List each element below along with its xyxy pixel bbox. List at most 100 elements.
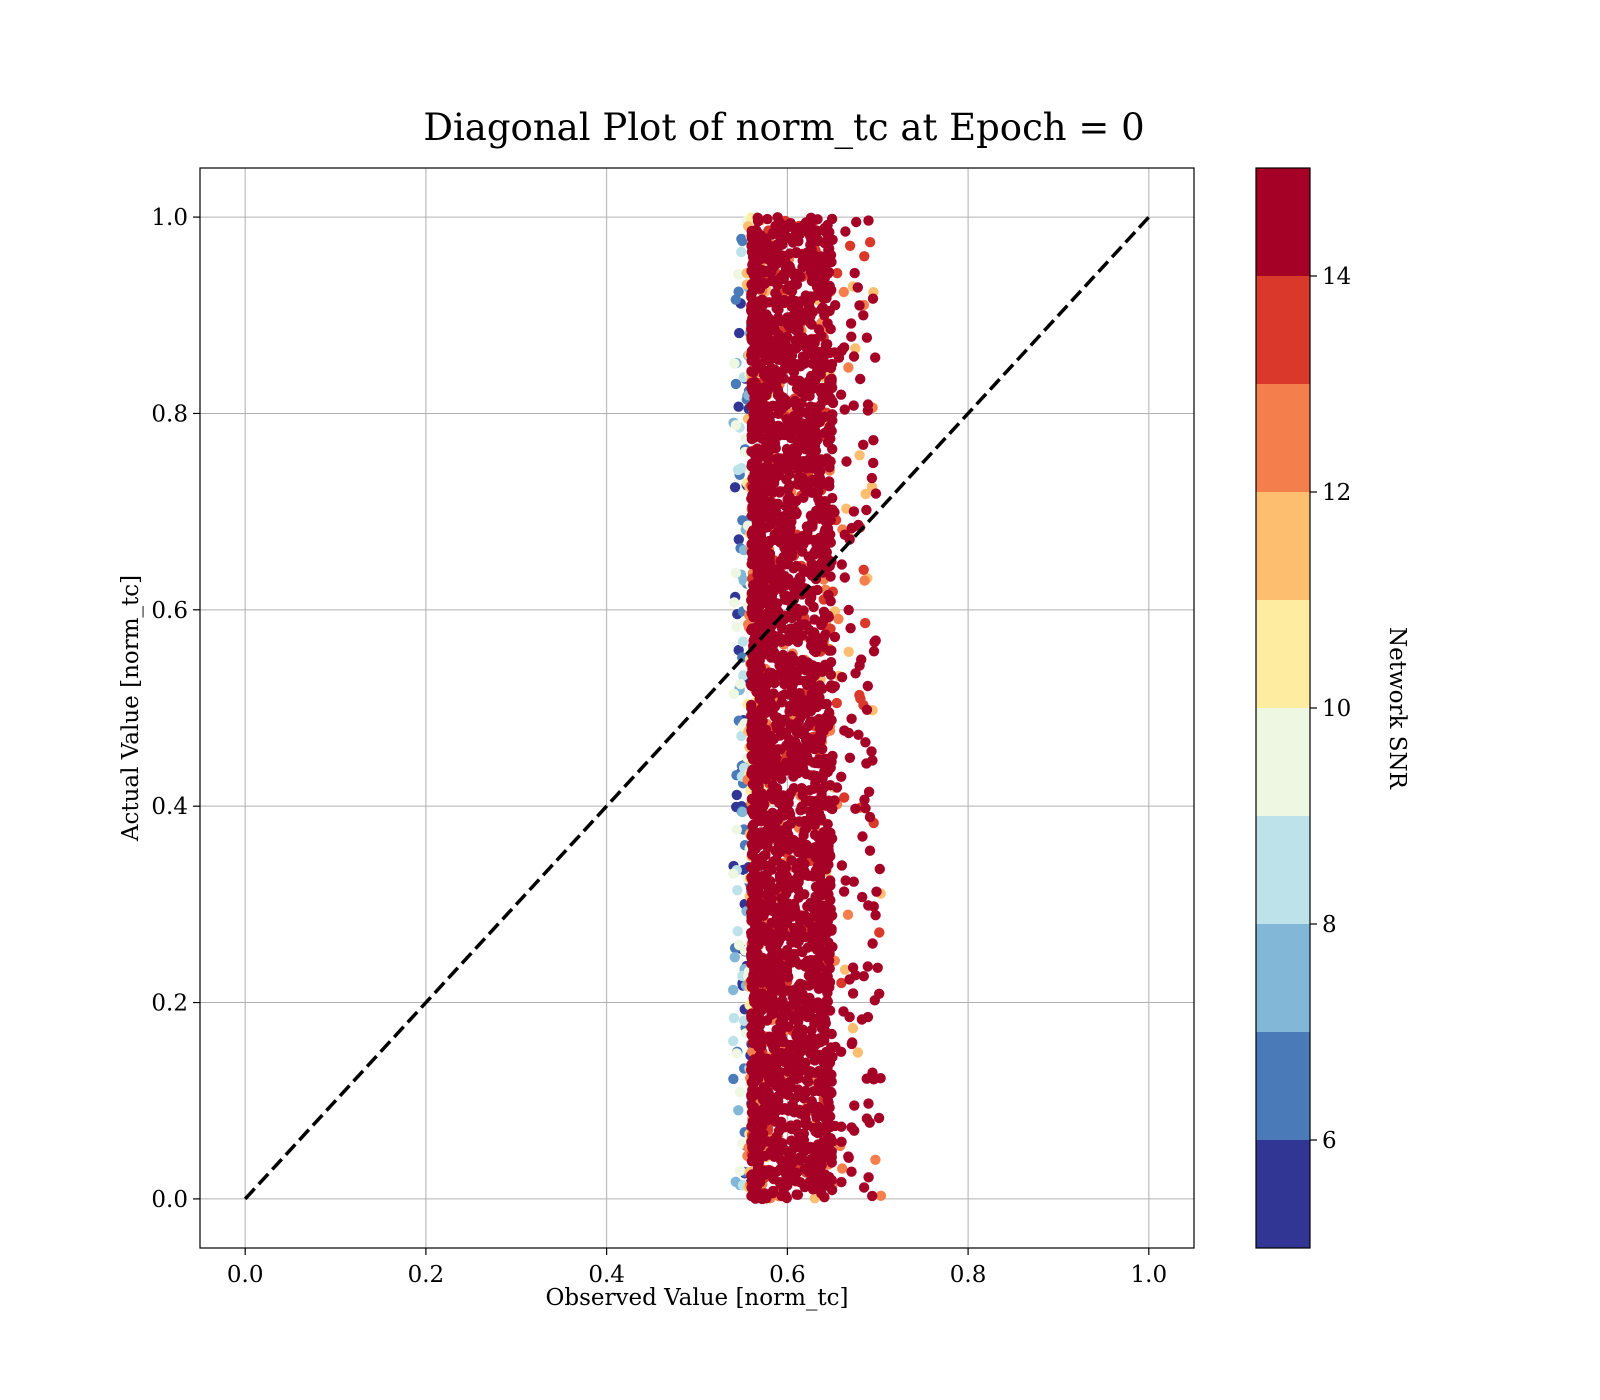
scatter-point: [737, 806, 748, 818]
colorbar-label: Network SNR: [1384, 627, 1410, 790]
scatter-point: [763, 254, 774, 265]
scatter-point: [814, 1148, 825, 1160]
scatter-point: [754, 1028, 766, 1039]
scatter-point: [868, 435, 879, 446]
scatter-point: [836, 977, 847, 989]
scatter-point: [839, 572, 850, 583]
scatter-point: [801, 521, 813, 532]
scatter-point: [860, 803, 871, 814]
scatter-point: [795, 712, 806, 723]
scatter-point: [756, 383, 767, 395]
scatter-point: [755, 816, 767, 827]
scatter-point: [747, 1120, 758, 1132]
scatter-point: [778, 531, 789, 543]
scatter-point: [749, 1058, 760, 1069]
scatter-point: [781, 633, 792, 645]
scatter-point: [843, 362, 854, 373]
scatter-point: [846, 331, 857, 342]
scatter-point: [819, 611, 831, 623]
scatter-point: [815, 269, 826, 280]
scatter-point: [849, 1125, 860, 1136]
scatter-point: [825, 456, 836, 467]
scatter-point: [784, 1045, 795, 1056]
scatter-point: [757, 1094, 769, 1105]
scatter-point: [746, 677, 757, 689]
scatter-point: [736, 246, 747, 258]
scatter-point: [747, 1150, 759, 1162]
scatter-point: [861, 1073, 872, 1084]
scatter-point: [763, 587, 774, 598]
scatter-point: [748, 409, 759, 420]
scatter-point: [752, 896, 763, 908]
scatter-point: [754, 685, 765, 696]
scatter-point: [839, 792, 850, 803]
scatter-point: [805, 705, 817, 717]
scatter-point: [819, 222, 830, 234]
scatter-point: [776, 1116, 787, 1128]
scatter-point: [784, 949, 796, 960]
colorbar-tick-label: 12: [1322, 480, 1351, 506]
scatter-point: [750, 667, 762, 678]
scatter-point: [789, 656, 800, 667]
scatter-point: [780, 862, 792, 874]
scatter-point: [788, 301, 799, 312]
scatter-point: [826, 645, 837, 656]
scatter-point: [813, 486, 824, 497]
scatter-point: [786, 459, 797, 471]
scatter-point: [757, 619, 769, 630]
scatter-point: [823, 937, 834, 948]
scatter-point: [771, 719, 782, 730]
colorbar-bin-5: [1256, 600, 1310, 708]
scatter-point: [859, 251, 870, 262]
scatter-point: [785, 1159, 796, 1171]
scatter-point: [844, 752, 856, 763]
scatter-point: [780, 1085, 791, 1097]
scatter-point: [752, 1162, 764, 1174]
scatter-point: [746, 699, 757, 711]
scatter-point: [814, 1065, 825, 1077]
scatter-point: [796, 1029, 807, 1040]
scatter-point: [864, 811, 876, 823]
scatter-point: [729, 482, 741, 493]
scatter-point: [728, 1012, 740, 1024]
x-axis-ticks: 0.0 0.2 0.4 0.6 0.8 1.0: [227, 1248, 1167, 1288]
scatter-point: [773, 420, 784, 431]
scatter-point: [784, 706, 795, 717]
scatter-point: [803, 1068, 815, 1080]
scatter-point: [821, 995, 833, 1006]
scatter-point: [763, 825, 774, 836]
scatter-point: [785, 818, 796, 829]
x-tick-label: 0.6: [769, 1262, 806, 1288]
scatter-point: [810, 459, 821, 471]
scatter-point: [788, 563, 799, 574]
scatter-point: [825, 433, 836, 444]
scatter-point: [793, 222, 804, 234]
scatter-point: [787, 840, 799, 851]
scatter-point: [829, 507, 840, 518]
scatter-point: [843, 604, 854, 616]
scatter-point: [776, 316, 787, 327]
scatter-point: [871, 886, 882, 897]
scatter-point: [841, 456, 852, 467]
scatter-point: [746, 849, 758, 860]
scatter-point: [772, 464, 783, 475]
scatter-point: [838, 342, 850, 353]
scatter-point: [772, 598, 783, 609]
scatter-point: [848, 506, 860, 517]
scatter-point: [769, 516, 780, 527]
x-tick-label: 0.4: [588, 1262, 625, 1288]
scatter-point: [822, 347, 833, 358]
scatter-point: [836, 1121, 847, 1132]
scatter-point: [825, 895, 836, 906]
scatter-point: [860, 488, 871, 500]
scatter-point: [778, 1022, 789, 1033]
scatter-point: [827, 1136, 838, 1147]
scatter-point: [788, 367, 800, 378]
x-tick-label: 0.8: [950, 1262, 987, 1288]
scatter-point: [804, 733, 815, 745]
scatter-point: [774, 1142, 785, 1154]
scatter-point: [825, 780, 836, 791]
scatter-point: [833, 613, 844, 625]
scatter-point: [785, 264, 796, 275]
